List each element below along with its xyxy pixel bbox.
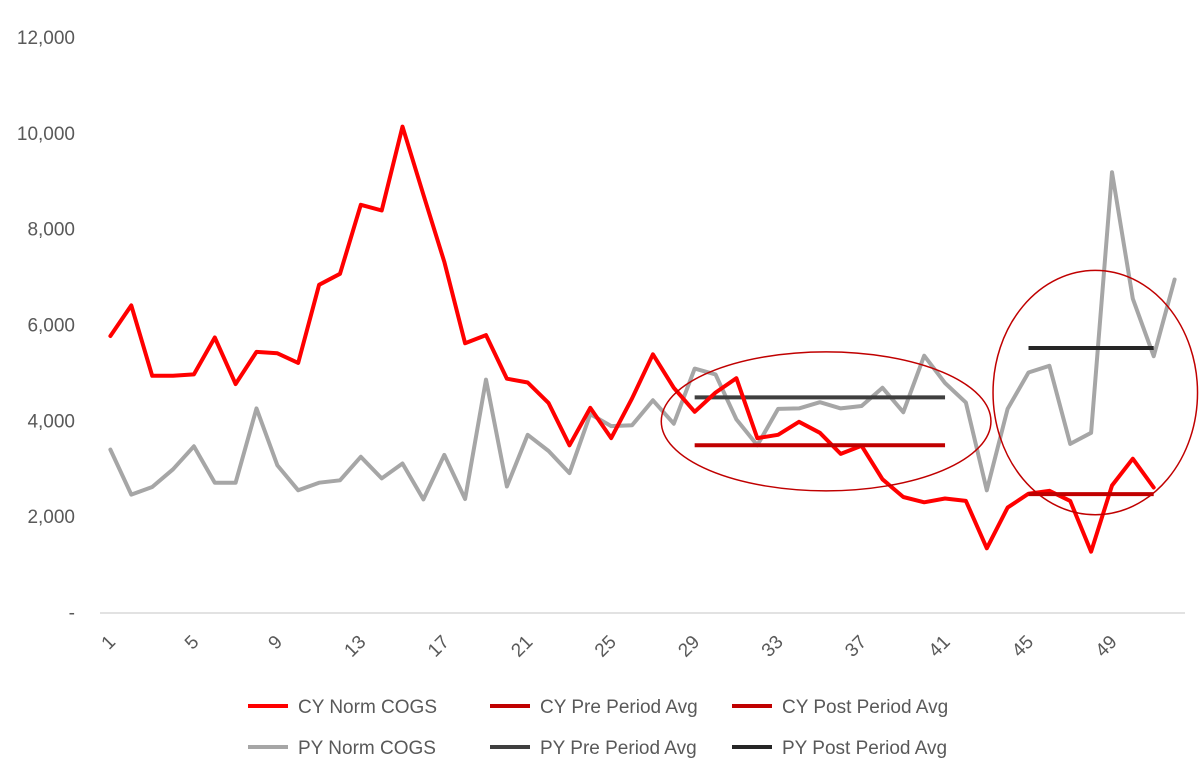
x-tick-label: 37 [841, 632, 871, 662]
x-tick-label: 41 [925, 632, 955, 662]
legend-label: PY Norm COGS [298, 738, 436, 759]
legend-item-cy-post-period-avg: CY Post Period Avg [732, 697, 948, 718]
x-tick-label: 33 [758, 632, 788, 662]
x-tick-label: 9 [265, 632, 287, 654]
y-tick-label: 2,000 [27, 507, 75, 528]
y-tick-label: 8,000 [27, 220, 75, 241]
legend-label: CY Norm COGS [298, 697, 437, 718]
x-tick-label: 49 [1092, 632, 1122, 662]
y-tick-label: 12,000 [17, 28, 75, 49]
legend-label: CY Pre Period Avg [540, 697, 698, 718]
legend: CY Norm COGS CY Pre Period Avg CY Post Per… [248, 697, 948, 759]
y-axis: - 2,000 4,000 6,000 8,000 10,000 12,000 [17, 28, 75, 624]
x-axis: 1 5 9 13 17 21 25 29 33 37 41 45 49 [98, 612, 1185, 662]
legend-item-py-pre-period-avg: PY Pre Period Avg [490, 738, 697, 759]
annotations [660, 269, 1199, 516]
legend-label: PY Pre Period Avg [540, 738, 697, 759]
series-line-cy-norm-cogs [108, 124, 1156, 554]
x-tick-label: 1 [98, 632, 120, 654]
x-tick-label: 25 [591, 632, 621, 662]
y-tick-label: 6,000 [27, 316, 75, 337]
legend-item-py-post-period-avg: PY Post Period Avg [732, 738, 947, 759]
plot-area [108, 124, 1177, 554]
y-tick-label: - [69, 603, 75, 624]
x-tick-label: 21 [507, 632, 537, 662]
legend-item-cy-pre-period-avg: CY Pre Period Avg [490, 697, 698, 718]
legend-label: PY Post Period Avg [782, 738, 947, 759]
legend-item-cy-norm-cogs: CY Norm COGS [248, 697, 437, 718]
legend-item-py-norm-cogs: PY Norm COGS [248, 738, 436, 759]
y-tick-label: 4,000 [27, 411, 75, 432]
highlight-ellipse-2 [992, 269, 1199, 516]
y-tick-label: 10,000 [17, 124, 75, 145]
x-tick-label: 13 [341, 632, 371, 662]
x-tick-label: 5 [181, 632, 203, 654]
legend-label: CY Post Period Avg [782, 697, 948, 718]
x-tick-label: 45 [1008, 632, 1038, 662]
x-tick-label: 29 [674, 632, 704, 662]
x-tick-label: 17 [424, 632, 454, 662]
highlight-ellipse-1 [660, 351, 992, 492]
series-line-py-norm-cogs [108, 170, 1177, 502]
